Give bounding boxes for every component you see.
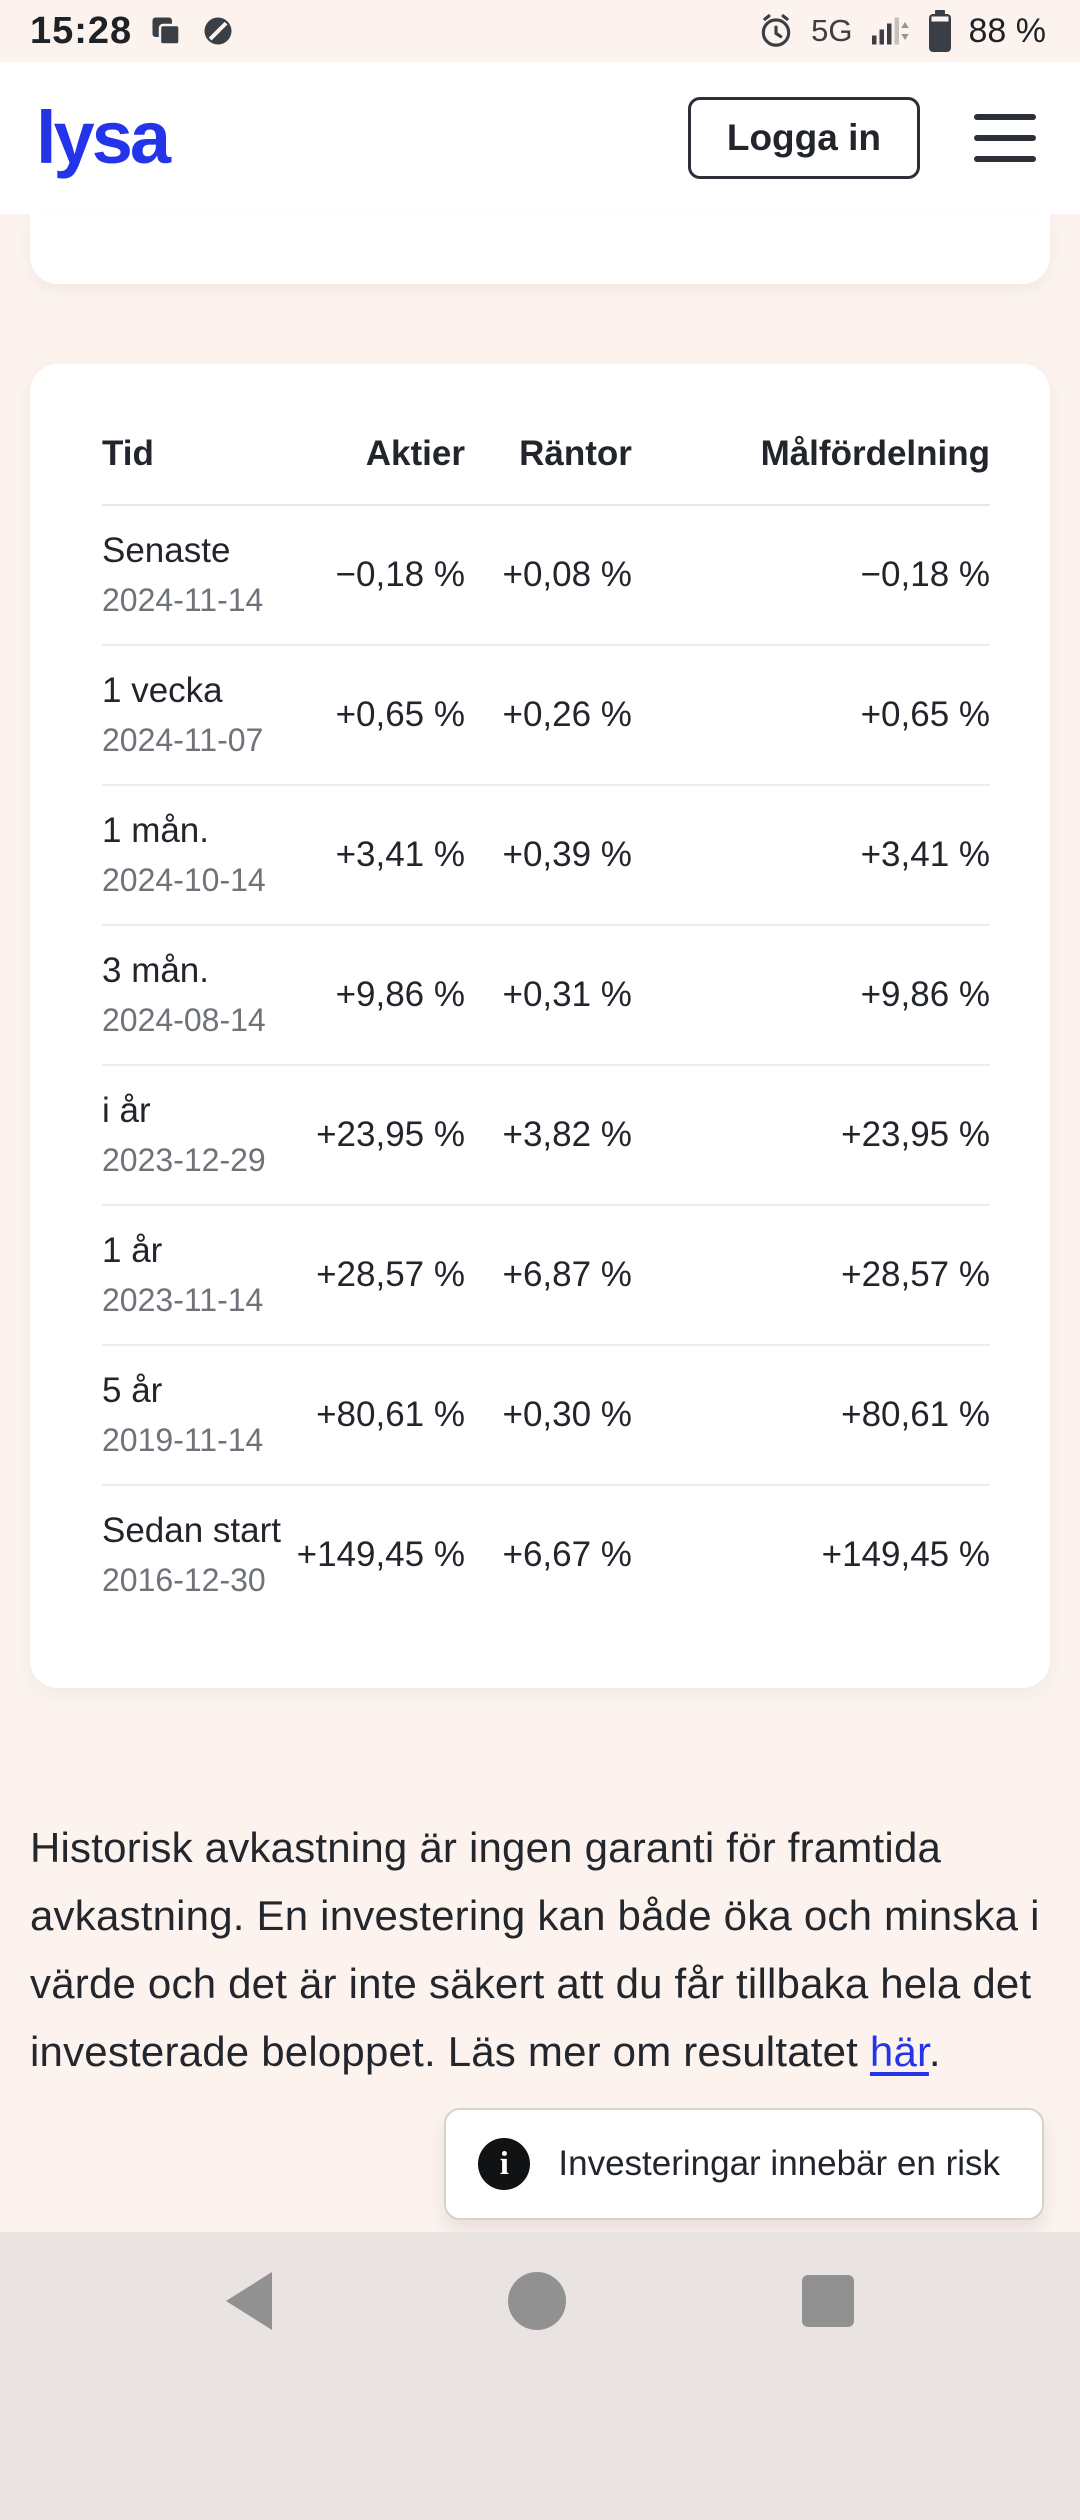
period-date: 2023-12-29: [102, 1142, 266, 1178]
android-nav-bar: [0, 2232, 1080, 2520]
malfordelning-value: +28,57 %: [841, 1255, 990, 1294]
rantor-value: +0,30 %: [502, 1395, 632, 1434]
rantor-value: +6,87 %: [502, 1255, 632, 1294]
rantor-value: +0,31 %: [502, 975, 632, 1014]
malfordelning-value: +149,45 %: [821, 1535, 990, 1574]
home-icon[interactable]: [508, 2272, 566, 2330]
rantor-value: +0,39 %: [502, 835, 632, 874]
info-icon: i: [478, 2138, 531, 2191]
period-label: i år: [102, 1091, 151, 1130]
aktier-value: +3,41 %: [335, 835, 465, 874]
battery-icon: [927, 9, 953, 53]
malfordelning-value: +23,95 %: [841, 1115, 990, 1154]
period-date: 2024-11-14: [102, 582, 264, 618]
period-date: 2016-12-30: [102, 1562, 266, 1598]
period-label: 3 mån.: [102, 951, 209, 990]
period-label: 1 vecka: [102, 671, 223, 710]
period-date: 2019-11-14: [102, 1422, 264, 1458]
period-date: 2024-08-14: [102, 1002, 266, 1038]
aktier-value: +80,61 %: [316, 1395, 465, 1434]
period-date: 2024-11-07: [102, 722, 264, 758]
rantor-value: +0,08 %: [502, 555, 632, 594]
performance-card: Tid Aktier Räntor Målfördelning Senaste …: [30, 364, 1050, 1688]
table-header-row: Tid Aktier Räntor Målfördelning: [102, 434, 990, 505]
table-row: Sedan start 2016-12-30 +149,45 % +6,67 %…: [102, 1485, 990, 1624]
risk-info-button[interactable]: i Investeringar innebär en risk: [444, 2108, 1044, 2221]
status-bar: 15:28 5G 88 %: [0, 0, 1080, 62]
period-label: 1 mån.: [102, 811, 209, 850]
column-header-tid: Tid: [102, 434, 154, 473]
recents-icon[interactable]: [802, 2275, 854, 2327]
column-header-rantor: Räntor: [519, 434, 632, 473]
malfordelning-value: +0,65 %: [860, 695, 990, 734]
network-type-label: 5G: [811, 13, 853, 48]
aktier-value: +149,45 %: [296, 1535, 465, 1574]
back-icon[interactable]: [226, 2272, 272, 2330]
do-not-disturb-icon: [200, 13, 236, 49]
read-more-link[interactable]: här: [869, 2028, 929, 2076]
malfordelning-value: +3,41 %: [860, 835, 990, 874]
rantor-value: +3,82 %: [502, 1115, 632, 1154]
malfordelning-value: +80,61 %: [841, 1395, 990, 1434]
clock-time: 15:28: [30, 9, 133, 52]
table-row: i år 2023-12-29 +23,95 % +3,82 % +23,95 …: [102, 1065, 990, 1205]
rantor-value: +6,67 %: [502, 1535, 632, 1574]
table-row: Senaste 2024-11-14 −0,18 % +0,08 % −0,18…: [102, 505, 990, 645]
performance-table: Tid Aktier Räntor Målfördelning Senaste …: [102, 434, 990, 1624]
malfordelning-value: −0,18 %: [860, 555, 990, 594]
hamburger-menu-icon[interactable]: [972, 106, 1038, 170]
aktier-value: +28,57 %: [316, 1255, 465, 1294]
table-row: 1 vecka 2024-11-07 +0,65 % +0,26 % +0,65…: [102, 645, 990, 785]
table-row: 1 år 2023-11-14 +28,57 % +6,87 % +28,57 …: [102, 1205, 990, 1345]
risk-banner-row: i Investeringar innebär en risk: [0, 2108, 1044, 2221]
mobile-signal-icon: [869, 11, 911, 51]
period-date: 2023-11-14: [102, 1282, 264, 1318]
disclaimer-period: .: [928, 2028, 941, 2076]
rantor-value: +0,26 %: [502, 695, 632, 734]
app-header: lysa Logga in: [0, 62, 1080, 214]
column-header-aktier: Aktier: [365, 434, 465, 473]
period-label: 1 år: [102, 1231, 163, 1270]
period-label: 5 år: [102, 1371, 163, 1410]
risk-banner-label: Investeringar innebär en risk: [558, 2144, 1000, 2184]
period-date: 2024-10-14: [102, 862, 266, 898]
aktier-value: +9,86 %: [335, 975, 465, 1014]
lysa-logo[interactable]: lysa: [36, 96, 171, 179]
disclaimer-body: Historisk avkastning är ingen garanti fö…: [30, 1824, 1040, 2076]
period-label: Sedan start: [102, 1511, 281, 1550]
column-header-malfordelning: Målfördelning: [760, 434, 990, 473]
table-row: 1 mån. 2024-10-14 +3,41 % +0,39 % +3,41 …: [102, 785, 990, 925]
alarm-icon: [757, 12, 795, 50]
aktier-value: +0,65 %: [335, 695, 465, 734]
malfordelning-value: +9,86 %: [860, 975, 990, 1014]
battery-percent-label: 88 %: [968, 11, 1047, 50]
table-row: 5 år 2019-11-14 +80,61 % +0,30 % +80,61 …: [102, 1345, 990, 1485]
login-button[interactable]: Logga in: [687, 97, 920, 179]
aktier-value: −0,18 %: [335, 555, 465, 594]
period-label: Senaste: [102, 531, 231, 570]
aktier-value: +23,95 %: [316, 1115, 465, 1154]
disclaimer-text: Historisk avkastning är ingen garanti fö…: [30, 1814, 1050, 2086]
table-row: 3 mån. 2024-08-14 +9,86 % +0,31 % +9,86 …: [102, 925, 990, 1065]
previous-card-fragment: [30, 214, 1050, 284]
screenshots-icon: [148, 13, 184, 49]
